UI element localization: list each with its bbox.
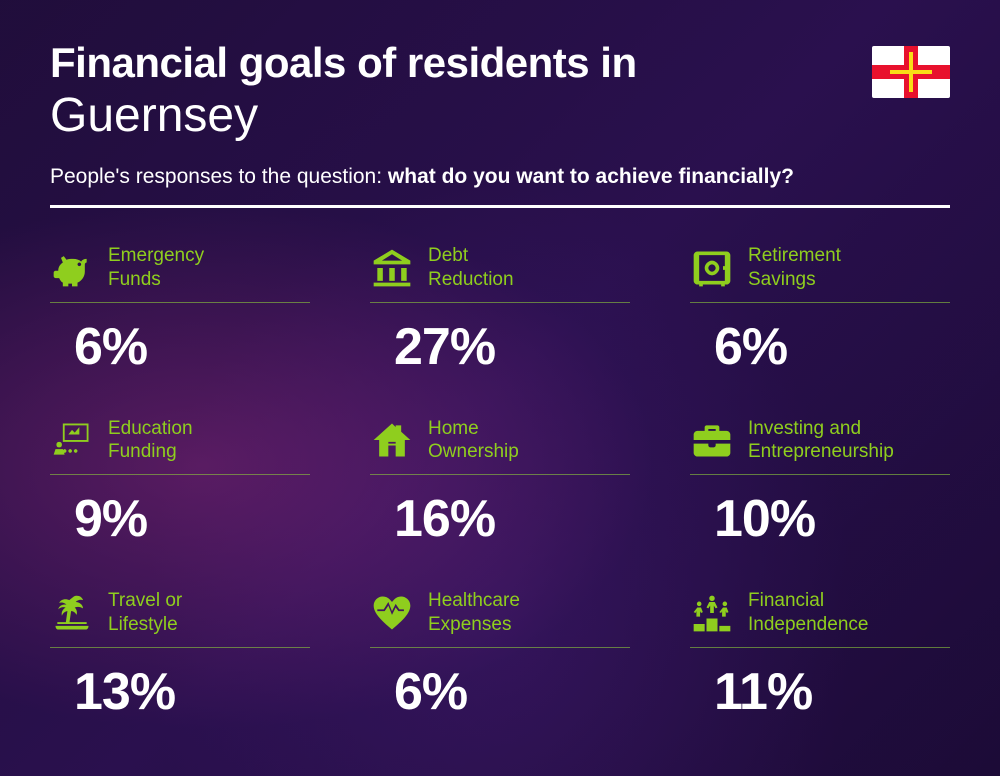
subtitle-question: what do you want to achieve financially?	[388, 165, 794, 188]
stat-label: HomeOwnership	[428, 417, 519, 465]
palm-tree-icon	[50, 591, 94, 635]
stat-investing: Investing andEntrepreneurship 10%	[690, 417, 950, 550]
stat-value: 6%	[714, 317, 950, 377]
stat-home-ownership: HomeOwnership 16%	[370, 417, 630, 550]
stat-value: 6%	[394, 662, 630, 722]
podium-icon	[690, 591, 734, 635]
stat-emergency-funds: EmergencyFunds 6%	[50, 244, 310, 377]
stat-label: EducationFunding	[108, 417, 193, 465]
stat-label: EmergencyFunds	[108, 244, 204, 292]
briefcase-icon	[690, 418, 734, 462]
house-icon	[370, 418, 414, 462]
stat-value: 10%	[714, 489, 950, 549]
presentation-icon	[50, 418, 94, 462]
subtitle: People's responses to the question: what…	[50, 165, 950, 189]
stat-label: Investing andEntrepreneurship	[748, 417, 894, 465]
stat-financial-independence: FinancialIndependence 11%	[690, 589, 950, 722]
piggy-bank-icon	[50, 246, 94, 290]
bank-icon	[370, 246, 414, 290]
safe-icon	[690, 246, 734, 290]
header: Financial goals of residents in Guernsey…	[50, 40, 950, 208]
stat-value: 16%	[394, 489, 630, 549]
stat-travel-lifestyle: Travel orLifestyle 13%	[50, 589, 310, 722]
stat-retirement-savings: RetirementSavings 6%	[690, 244, 950, 377]
stat-label: HealthcareExpenses	[428, 589, 520, 637]
stat-value: 13%	[74, 662, 310, 722]
heart-pulse-icon	[370, 591, 414, 635]
stat-education-funding: EducationFunding 9%	[50, 417, 310, 550]
stat-value: 27%	[394, 317, 630, 377]
stats-grid: EmergencyFunds 6% DebtReduction 27% Reti…	[50, 244, 950, 722]
subtitle-prefix: People's responses to the question:	[50, 165, 388, 188]
stat-value: 9%	[74, 489, 310, 549]
guernsey-flag-icon	[872, 46, 950, 98]
title-light: Guernsey	[50, 88, 950, 143]
stat-label: RetirementSavings	[748, 244, 841, 292]
stat-label: Travel orLifestyle	[108, 589, 182, 637]
stat-healthcare: HealthcareExpenses 6%	[370, 589, 630, 722]
stat-label: DebtReduction	[428, 244, 514, 292]
stat-label: FinancialIndependence	[748, 589, 868, 637]
divider	[50, 205, 950, 208]
stat-value: 6%	[74, 317, 310, 377]
stat-debt-reduction: DebtReduction 27%	[370, 244, 630, 377]
stat-value: 11%	[714, 662, 950, 722]
title-bold: Financial goals of residents in	[50, 40, 950, 86]
